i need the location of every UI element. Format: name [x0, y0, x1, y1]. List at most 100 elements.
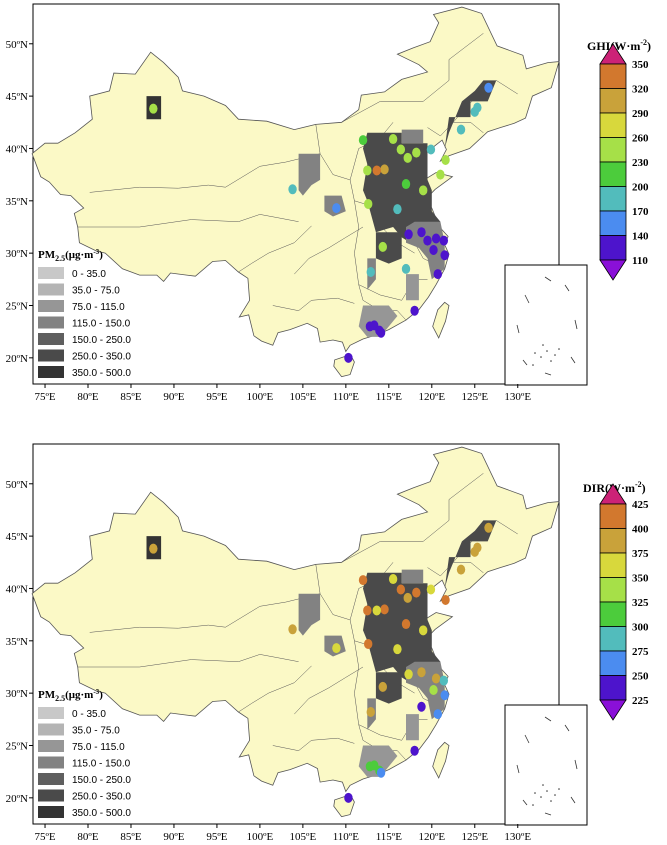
pm25-legend-label: 350.0 - 500.0: [72, 808, 131, 819]
inset-boundary-dash: [564, 724, 570, 732]
station-marker: [431, 233, 441, 244]
china-land: [31, 446, 560, 793]
station-marker: [417, 667, 426, 678]
station-marker: [372, 605, 381, 616]
lon-tick-label: 90ºE: [163, 831, 184, 843]
province-boundary: [315, 124, 355, 201]
pm25-legend-label: 75.0 - 115.0: [72, 302, 125, 313]
lon-tick-label: 115ºE: [376, 831, 403, 843]
station-marker: [429, 245, 438, 256]
lon-tick-label: 120ºE: [418, 831, 445, 843]
station-marker: [358, 575, 368, 586]
province-boundary: [315, 564, 355, 641]
colorbar-tick-label: 300: [632, 622, 649, 634]
lon-tick-label: 80ºE: [77, 831, 98, 843]
station-marker: [366, 706, 375, 717]
pm25-region: [401, 129, 424, 144]
lon-tick-label: 110ºE: [333, 391, 360, 403]
pm25-legend-swatch: [38, 789, 64, 802]
station-marker: [401, 619, 411, 630]
station-marker: [441, 594, 450, 605]
inset-island: [540, 356, 542, 358]
colorbar-band: [599, 601, 627, 627]
inset-boundary-dash: [574, 759, 578, 770]
colorbar-band: [599, 650, 627, 676]
colorbar-band: [599, 88, 627, 114]
pm25-region: [444, 520, 497, 589]
station-marker: [436, 169, 445, 180]
station-marker: [288, 624, 297, 635]
lat-tick-label: 40ºN: [6, 143, 28, 155]
pm25-legend-title: PM2.5(μg·m-3): [38, 248, 103, 263]
station-marker: [380, 164, 389, 175]
colorbar-band: [599, 235, 627, 261]
province-boundary: [77, 659, 239, 668]
lat-tick-label: 20ºN: [6, 793, 28, 805]
colorbar-title-end: ): [642, 481, 646, 495]
station-marker: [401, 263, 411, 274]
lon-tick-label: 85ºE: [120, 391, 141, 403]
pm25-region: [363, 572, 441, 688]
inset-boundary-dash: [564, 284, 570, 292]
lon-tick-label: 130ºE: [504, 391, 531, 403]
inset-boundary-dash: [574, 319, 578, 330]
inset-island: [554, 794, 556, 796]
colorbar-band: [599, 63, 627, 89]
lon-tick-label: 100ºE: [247, 391, 274, 403]
lat-tick-label: 30ºN: [6, 248, 28, 260]
inset-island: [532, 364, 534, 366]
lat-tick-label: 25ºN: [6, 740, 28, 752]
station-marker: [431, 673, 441, 684]
colorbar-tick-label: 320: [632, 84, 649, 96]
inset-frame: [504, 264, 588, 386]
colorbar-tick-label: 140: [632, 231, 649, 243]
colorbar-tick-label: 230: [632, 157, 649, 169]
station-marker: [470, 106, 479, 117]
colorbar-triangle-bottom: [599, 699, 627, 721]
lat-tick-label: 35ºN: [6, 196, 28, 208]
province-boundary: [89, 624, 226, 633]
station-marker: [484, 522, 493, 533]
inset-island: [546, 790, 548, 792]
colorbar-title-sup: -2: [640, 38, 647, 47]
colorbar-tick-label: 275: [632, 646, 649, 658]
lon-tick-label: 105ºE: [290, 391, 317, 403]
station-marker: [456, 124, 466, 135]
colorbar-band: [599, 161, 627, 187]
colorbar-band: [599, 186, 627, 212]
pm25-legend-swatch: [38, 773, 64, 785]
taiwan-land: [432, 301, 450, 339]
inset-boundary-dash: [544, 276, 552, 282]
colorbar-tick-label: 200: [632, 182, 649, 194]
inset-boundary-dash: [522, 799, 528, 806]
colorbar-title: DIR(W·m-2): [583, 480, 646, 495]
pm25-legend-swatch: [38, 740, 64, 752]
pm25-legend-swatch: [38, 366, 64, 378]
province-boundary: [354, 640, 364, 741]
lon-tick-label: 90ºE: [163, 391, 184, 403]
colorbar-title-sup: -2: [635, 480, 642, 489]
province-boundary: [272, 737, 355, 751]
lon-tick-label: 120ºE: [418, 391, 445, 403]
lon-tick-label: 105ºE: [290, 831, 317, 843]
station-marker: [149, 543, 158, 554]
station-marker: [404, 229, 413, 240]
inset-island: [554, 354, 556, 356]
station-marker: [484, 82, 493, 93]
inset-island: [532, 804, 534, 806]
station-marker: [440, 690, 449, 701]
pm25-legend-label: 0 - 35.0: [72, 269, 106, 280]
pm25-legend-title-sup: -3: [93, 248, 99, 256]
lat-tick-label: 50ºN: [6, 479, 28, 491]
lat-tick-label: 30ºN: [6, 688, 28, 700]
pm25-legend-swatch: [38, 723, 64, 736]
colorbar-tick-label: 325: [632, 597, 649, 609]
inset-island: [550, 800, 552, 802]
pm25-legend-label: 115.0 - 150.0: [72, 319, 131, 330]
pm25-legend-swatch: [38, 707, 64, 719]
colorbar-band: [599, 552, 627, 578]
inset-boundary-dash: [570, 796, 576, 804]
station-marker: [288, 184, 297, 195]
colorbar-band: [599, 137, 627, 163]
station-marker: [426, 584, 436, 595]
